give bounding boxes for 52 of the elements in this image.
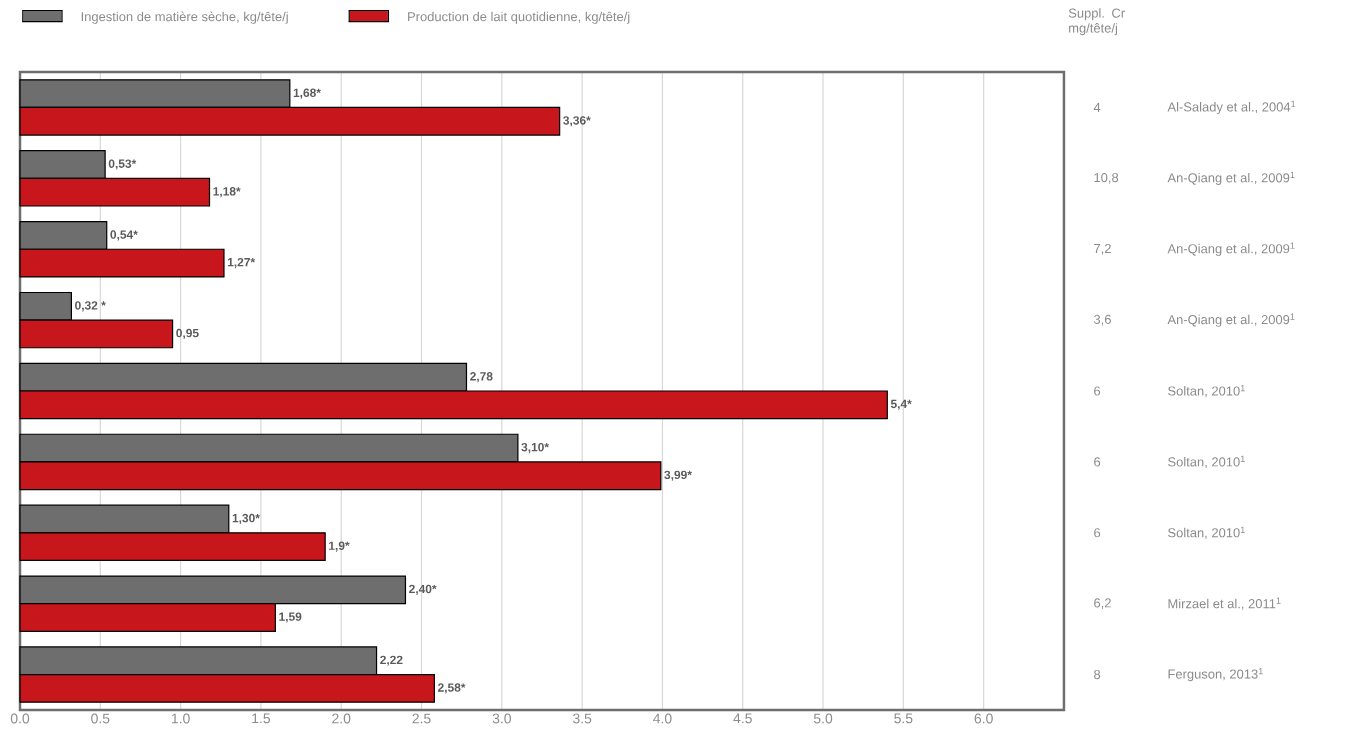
legend-label: Production de lait quotidienne, kg/tête/j — [408, 11, 630, 24]
text: 6,2 — [1094, 598, 1111, 610]
data-label: 1,27* — [227, 257, 256, 269]
data-label: 3,99* — [664, 470, 692, 481]
text: 7,2 — [1094, 243, 1111, 255]
text: 4 — [1093, 103, 1101, 112]
x-tick-label: 1.5 — [252, 713, 271, 724]
y-tick-label: Soltan, 2010$^{1}$ — [1168, 526, 1245, 539]
data-label: 1,18* — [213, 187, 241, 198]
data-label: 2,40* — [409, 584, 437, 595]
text: 6 — [1094, 457, 1101, 467]
x-tick-label: 2.0 — [332, 713, 351, 724]
x-tick-label: 4.0 — [653, 713, 672, 724]
data-label: 0,95 — [176, 328, 199, 340]
x-tick-label: 1.0 — [171, 713, 190, 724]
data-label: 1,9* — [329, 541, 350, 552]
y-tick-label: An-Qiang et al., 2009$^{1}$ — [1167, 313, 1295, 327]
y-tick-label: Soltan, 2010$^{1}$ — [1168, 384, 1245, 398]
x-tick-label: 4.5 — [733, 713, 752, 724]
x-tick-label: 0.0 — [10, 713, 30, 724]
data-label: 1,68* — [293, 88, 321, 99]
text: 10,8 — [1094, 172, 1119, 184]
data-label: 1,30* — [232, 513, 260, 525]
text: 3,6 — [1093, 314, 1111, 326]
x-tick-label: 6.0 — [974, 713, 993, 724]
data-label: 0,53* — [108, 159, 137, 170]
data-label: 0,54* — [110, 230, 138, 241]
data-label: 2,58* — [437, 683, 466, 694]
y-tick-label: Ferguson, 2013$^{1}$ — [1168, 667, 1263, 682]
y-tick-label: An-Qiang et al., 2009$^{1}$ — [1167, 171, 1295, 185]
text: 6 — [1094, 386, 1101, 396]
data-label: 0,32 * — [75, 301, 106, 312]
data-label: 3,10* — [521, 442, 549, 454]
legend-label: Ingestion de matière sèche, kg/tête/j — [81, 11, 288, 24]
text: Suppl. Cr mg/tête/j — [1068, 8, 1125, 36]
data-label: 2,78 — [470, 372, 493, 383]
y-tick-label: Soltan, 2010$^{1}$ — [1168, 455, 1245, 469]
text: 6 — [1094, 528, 1101, 538]
text: 8 — [1094, 669, 1101, 680]
data-label: 5,4* — [890, 399, 912, 410]
x-tick-label: 0.5 — [91, 713, 110, 724]
y-tick-label: Mirzael et al., 2011$^{1}$ — [1168, 597, 1281, 610]
y-tick-label: An-Qiang et al., 2009$^{1}$ — [1167, 242, 1295, 256]
x-tick-label: 5.5 — [894, 713, 913, 724]
x-tick-label: 3.5 — [572, 713, 592, 724]
data-label: 3,36* — [563, 116, 591, 127]
data-label: 1,59 — [279, 612, 302, 623]
data-label: 2,22 — [380, 655, 403, 666]
x-tick-label: 2.5 — [412, 713, 431, 724]
y-tick-label: Al-Salady et al., 2004$^{1}$ — [1167, 100, 1296, 115]
x-tick-label: 5.0 — [813, 713, 833, 724]
x-tick-label: 3.0 — [492, 713, 511, 724]
